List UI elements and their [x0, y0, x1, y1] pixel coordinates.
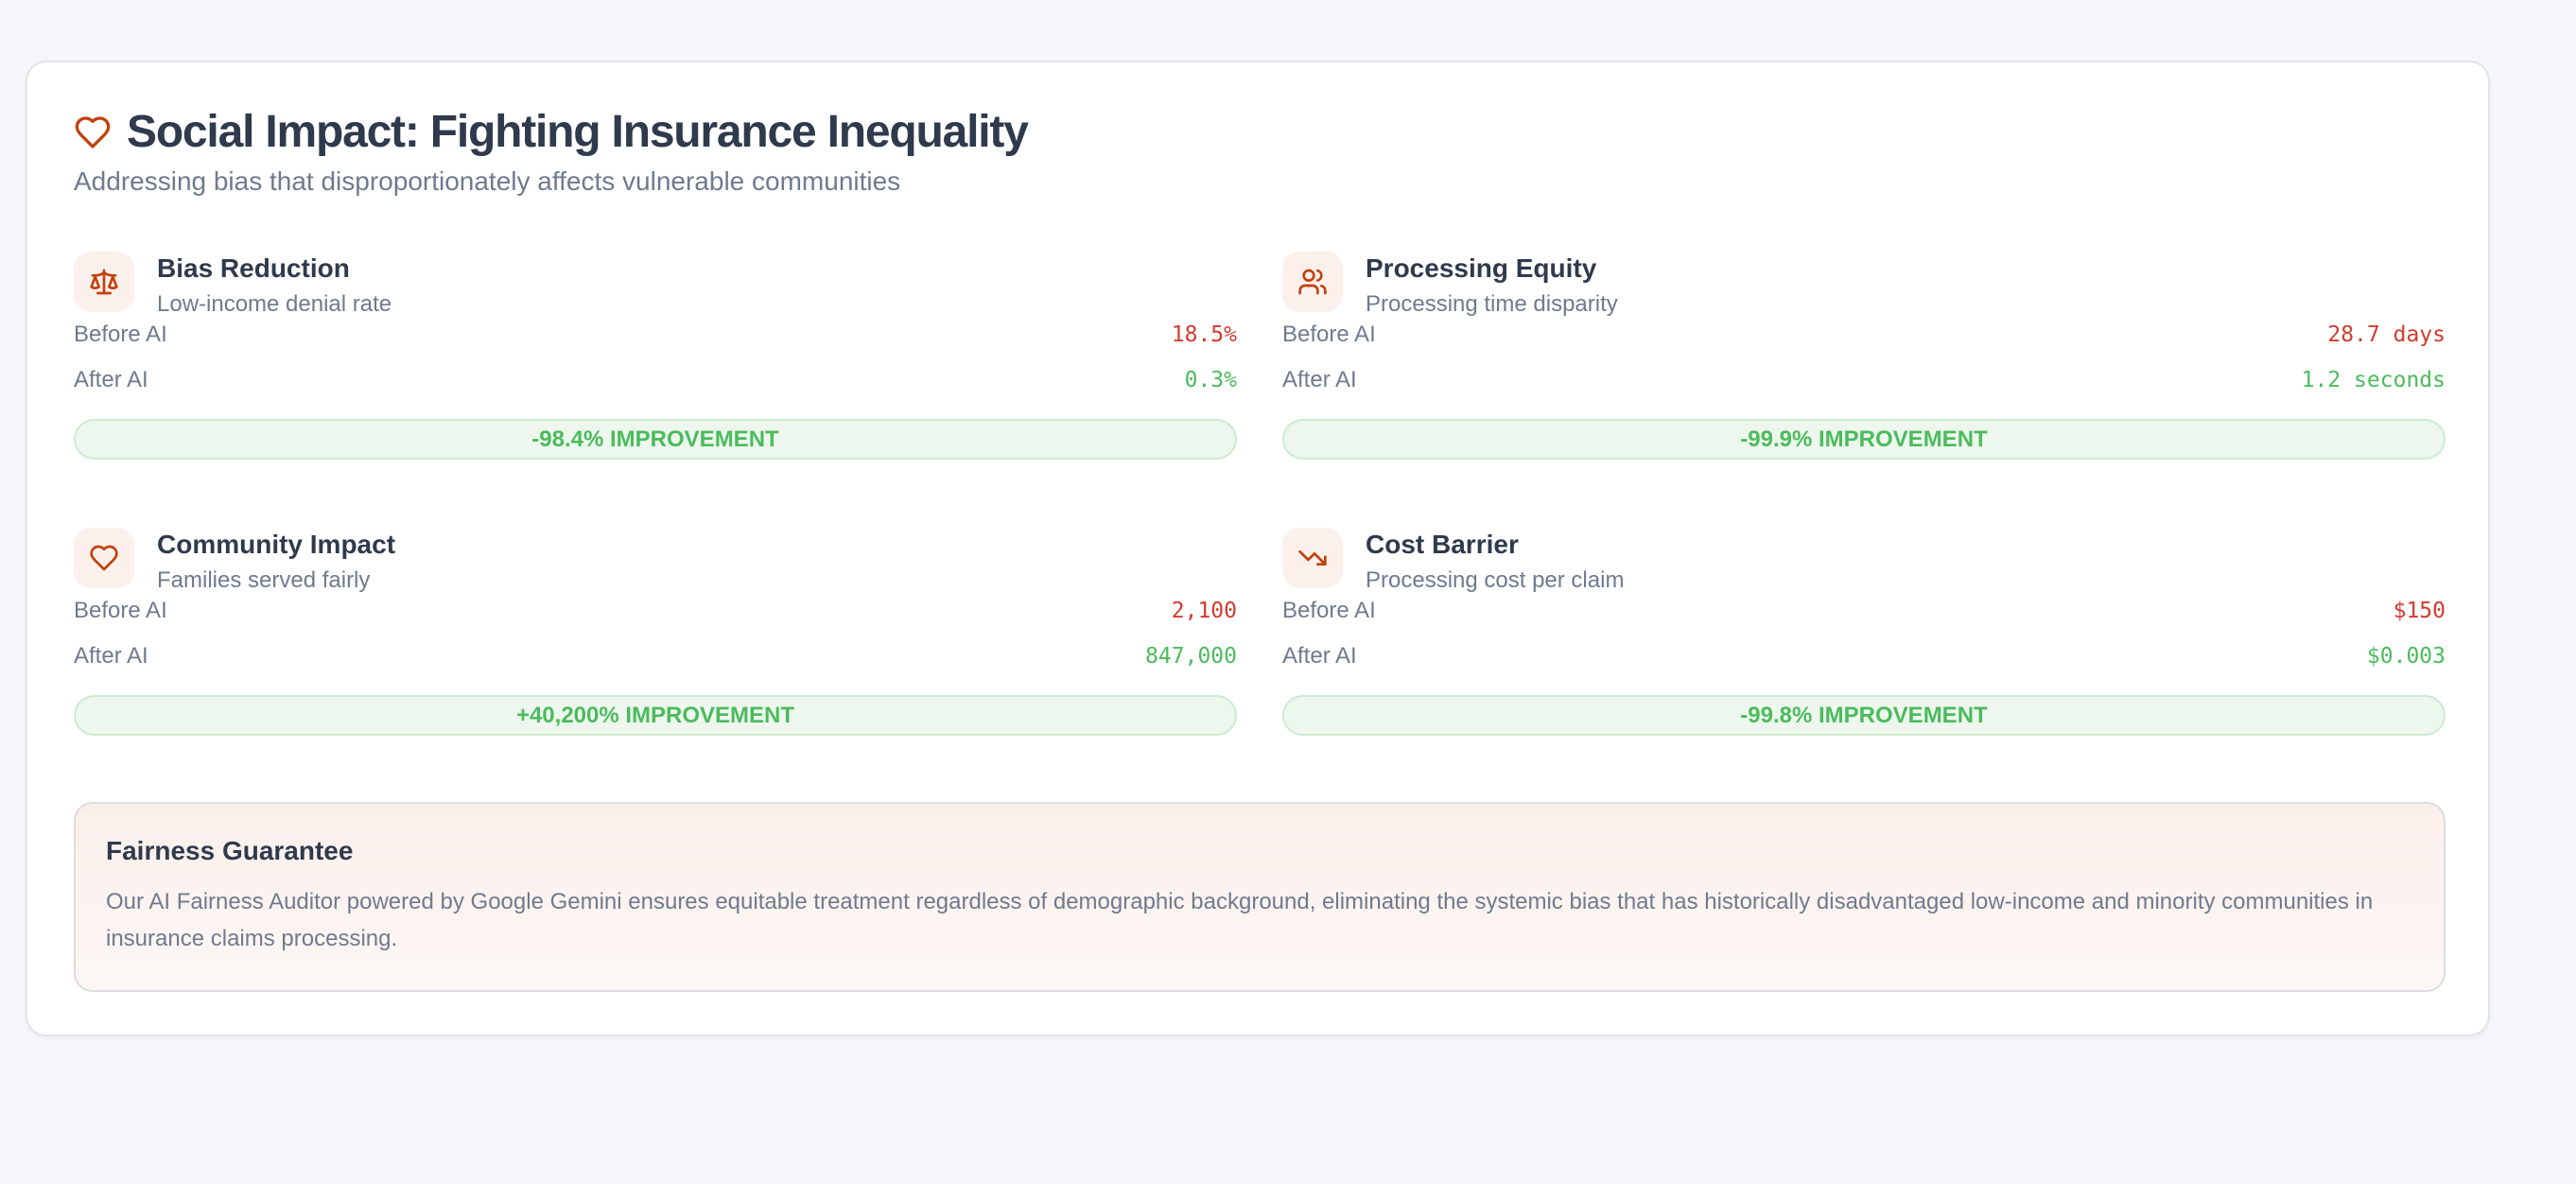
before-label: Before AI: [74, 322, 167, 347]
improvement-badge: -99.8% IMPROVEMENT: [1282, 695, 2445, 736]
metric-subtitle: Processing cost per claim: [1366, 567, 1625, 593]
metric-community-impact: Community Impact Families served fairly B…: [74, 528, 1237, 736]
after-label: After AI: [74, 367, 148, 392]
after-value: $0.003: [2366, 644, 2445, 669]
before-value: $150: [2393, 599, 2445, 623]
metric-cost-barrier: Cost Barrier Processing cost per claim Be…: [1282, 528, 2445, 736]
after-value: 847,000: [1145, 644, 1237, 669]
page-subtitle: Addressing bias that disproportionately …: [74, 166, 901, 196]
page-title: Social Impact: Fighting Insurance Inequa…: [127, 107, 1029, 157]
social-impact-card: Social Impact: Fighting Insurance Inequa…: [26, 61, 2490, 1036]
metric-title: Processing Equity: [1366, 253, 1597, 283]
metric-title: Bias Reduction: [157, 253, 350, 283]
metric-subtitle: Families served fairly: [157, 567, 371, 593]
before-label: Before AI: [1282, 322, 1376, 347]
improvement-badge: -99.9% IMPROVEMENT: [1282, 419, 2445, 460]
users-icon: [1298, 269, 1327, 295]
after-label: After AI: [1282, 367, 1357, 392]
metric-subtitle: Processing time disparity: [1366, 291, 1618, 317]
improvement-badge: +40,200% IMPROVEMENT: [74, 695, 1237, 736]
before-value: 2,100: [1171, 599, 1237, 623]
fairness-title: Fairness Guarantee: [106, 836, 354, 865]
trending-down-icon: [1298, 550, 1327, 566]
after-value: 1.2 seconds: [2301, 368, 2445, 392]
after-label: After AI: [74, 643, 148, 669]
fairness-guarantee-panel: Fairness Guarantee Our AI Fairness Audit…: [74, 802, 2445, 992]
metric-bias-reduction: Bias Reduction Low-income denial rate Bef…: [74, 252, 1237, 460]
after-value: 0.3%: [1184, 368, 1237, 392]
before-label: Before AI: [1282, 598, 1376, 623]
before-value: 18.5%: [1171, 322, 1237, 347]
heart-icon: [75, 115, 111, 148]
heart-icon: [90, 545, 118, 571]
card-header: Social Impact: Fighting Insurance Inequa…: [74, 106, 1029, 158]
before-value: 28.7 days: [2327, 322, 2445, 347]
fairness-body: Our AI Fairness Auditor powered by Googl…: [106, 889, 2374, 951]
improvement-badge: -98.4% IMPROVEMENT: [74, 419, 1237, 460]
metric-title: Cost Barrier: [1366, 530, 1519, 559]
after-label: After AI: [1282, 643, 1357, 669]
metric-title: Community Impact: [157, 530, 396, 559]
scale-icon: [90, 269, 118, 295]
metric-subtitle: Low-income denial rate: [157, 291, 392, 317]
before-label: Before AI: [74, 598, 167, 623]
metric-processing-equity: Processing Equity Processing time dispari…: [1282, 252, 2445, 460]
